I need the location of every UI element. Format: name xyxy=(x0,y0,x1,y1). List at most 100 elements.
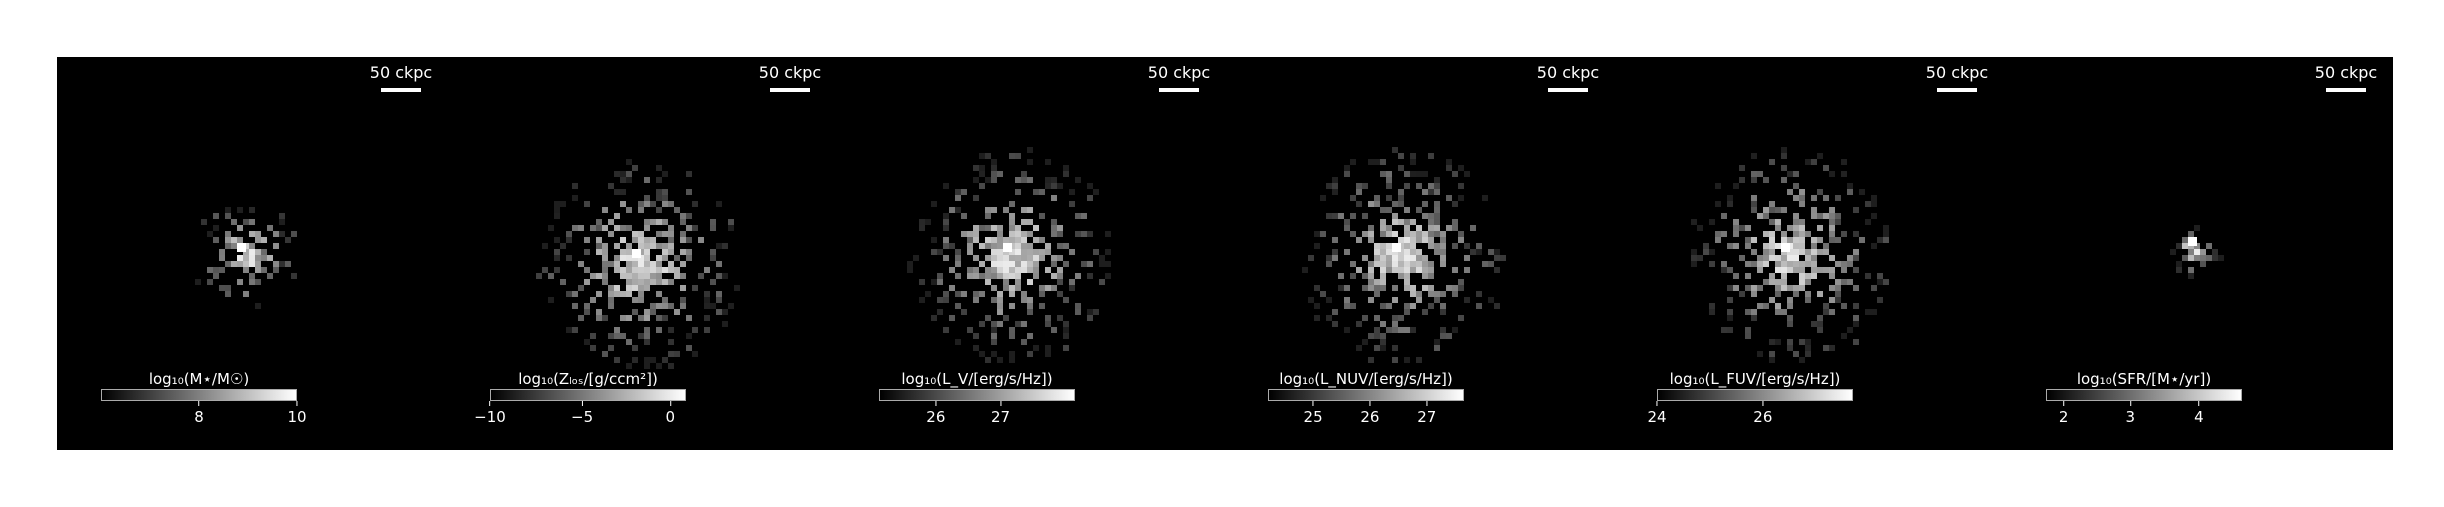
pixel xyxy=(1027,249,1033,255)
pixel xyxy=(1811,159,1817,165)
pixel xyxy=(1877,237,1883,243)
pixel xyxy=(931,237,937,243)
pixel xyxy=(1332,249,1338,255)
pixel xyxy=(632,237,638,243)
pixel xyxy=(1434,201,1440,207)
pixel xyxy=(1069,189,1075,195)
pixel xyxy=(1027,147,1033,153)
pixel xyxy=(1416,207,1422,213)
scale-bar-label: 50 ckpc xyxy=(1147,63,1211,82)
pixel xyxy=(1015,243,1021,249)
pixel xyxy=(237,225,243,231)
pixel xyxy=(973,231,979,237)
pixel xyxy=(638,243,644,249)
pixel xyxy=(1787,261,1793,267)
pixel xyxy=(722,321,728,327)
pixel xyxy=(1416,183,1422,189)
pixel xyxy=(1811,213,1817,219)
pixel xyxy=(710,219,716,225)
pixel xyxy=(584,339,590,345)
pixel xyxy=(1021,177,1027,183)
pixel xyxy=(1446,159,1452,165)
pixel xyxy=(991,273,997,279)
pixel xyxy=(668,351,674,357)
pixel xyxy=(1751,195,1757,201)
pixel xyxy=(1087,315,1093,321)
pixel xyxy=(638,261,644,267)
pixel xyxy=(1883,225,1889,231)
pixel xyxy=(674,267,680,273)
pixel xyxy=(1009,213,1015,219)
pixel xyxy=(1781,231,1787,237)
pixel xyxy=(620,273,626,279)
pixel xyxy=(650,237,656,243)
pixel xyxy=(1781,267,1787,273)
pixel xyxy=(1039,291,1045,297)
pixel xyxy=(1051,231,1057,237)
pixel xyxy=(1069,249,1075,255)
pixel xyxy=(710,303,716,309)
pixel xyxy=(943,243,949,249)
pixel xyxy=(1811,267,1817,273)
pixel xyxy=(632,231,638,237)
pixel xyxy=(967,267,973,273)
pixel xyxy=(1452,291,1458,297)
colorbar-tick: 10 xyxy=(287,401,306,426)
pixel xyxy=(650,201,656,207)
pixel xyxy=(620,249,626,255)
pixel xyxy=(973,345,979,351)
pixel xyxy=(656,189,662,195)
pixel xyxy=(1715,237,1721,243)
pixel xyxy=(1440,327,1446,333)
pixel xyxy=(1057,225,1063,231)
pixel xyxy=(973,195,979,201)
pixel xyxy=(626,225,632,231)
pixel xyxy=(1757,351,1763,357)
pixel xyxy=(1386,231,1392,237)
pixel xyxy=(656,165,662,171)
pixel xyxy=(1452,327,1458,333)
pixel xyxy=(213,237,219,243)
pixel xyxy=(907,267,913,273)
pixel xyxy=(1769,231,1775,237)
pixel xyxy=(1033,249,1039,255)
colorbar-tick: 26 xyxy=(1753,401,1772,426)
pixel xyxy=(554,249,560,255)
pixel xyxy=(686,171,692,177)
pixel xyxy=(584,237,590,243)
pixel xyxy=(2200,249,2206,255)
pixel xyxy=(255,279,261,285)
pixel xyxy=(1398,255,1404,261)
pixel xyxy=(985,177,991,183)
pixel xyxy=(973,165,979,171)
pixel xyxy=(626,171,632,177)
pixel xyxy=(626,243,632,249)
pixel xyxy=(225,261,231,267)
pixel xyxy=(1033,267,1039,273)
pixel xyxy=(1404,255,1410,261)
pixel xyxy=(662,255,668,261)
pixel xyxy=(1727,243,1733,249)
pixel xyxy=(542,243,548,249)
pixel xyxy=(1063,171,1069,177)
pixel xyxy=(1003,207,1009,213)
pixel xyxy=(1386,183,1392,189)
pixel xyxy=(919,225,925,231)
pixel xyxy=(1811,255,1817,261)
pixel xyxy=(1398,219,1404,225)
pixel xyxy=(991,321,997,327)
pixel xyxy=(1476,303,1482,309)
pixel xyxy=(1416,267,1422,273)
pixel xyxy=(1356,183,1362,189)
pixel xyxy=(1452,267,1458,273)
pixel xyxy=(566,291,572,297)
pixel xyxy=(1793,171,1799,177)
pixel xyxy=(1338,285,1344,291)
pixel xyxy=(1039,249,1045,255)
pixel xyxy=(1320,231,1326,237)
pixel xyxy=(937,279,943,285)
pixel xyxy=(997,297,1003,303)
pixel xyxy=(1835,285,1841,291)
pixel xyxy=(1793,267,1799,273)
pixel xyxy=(249,255,255,261)
